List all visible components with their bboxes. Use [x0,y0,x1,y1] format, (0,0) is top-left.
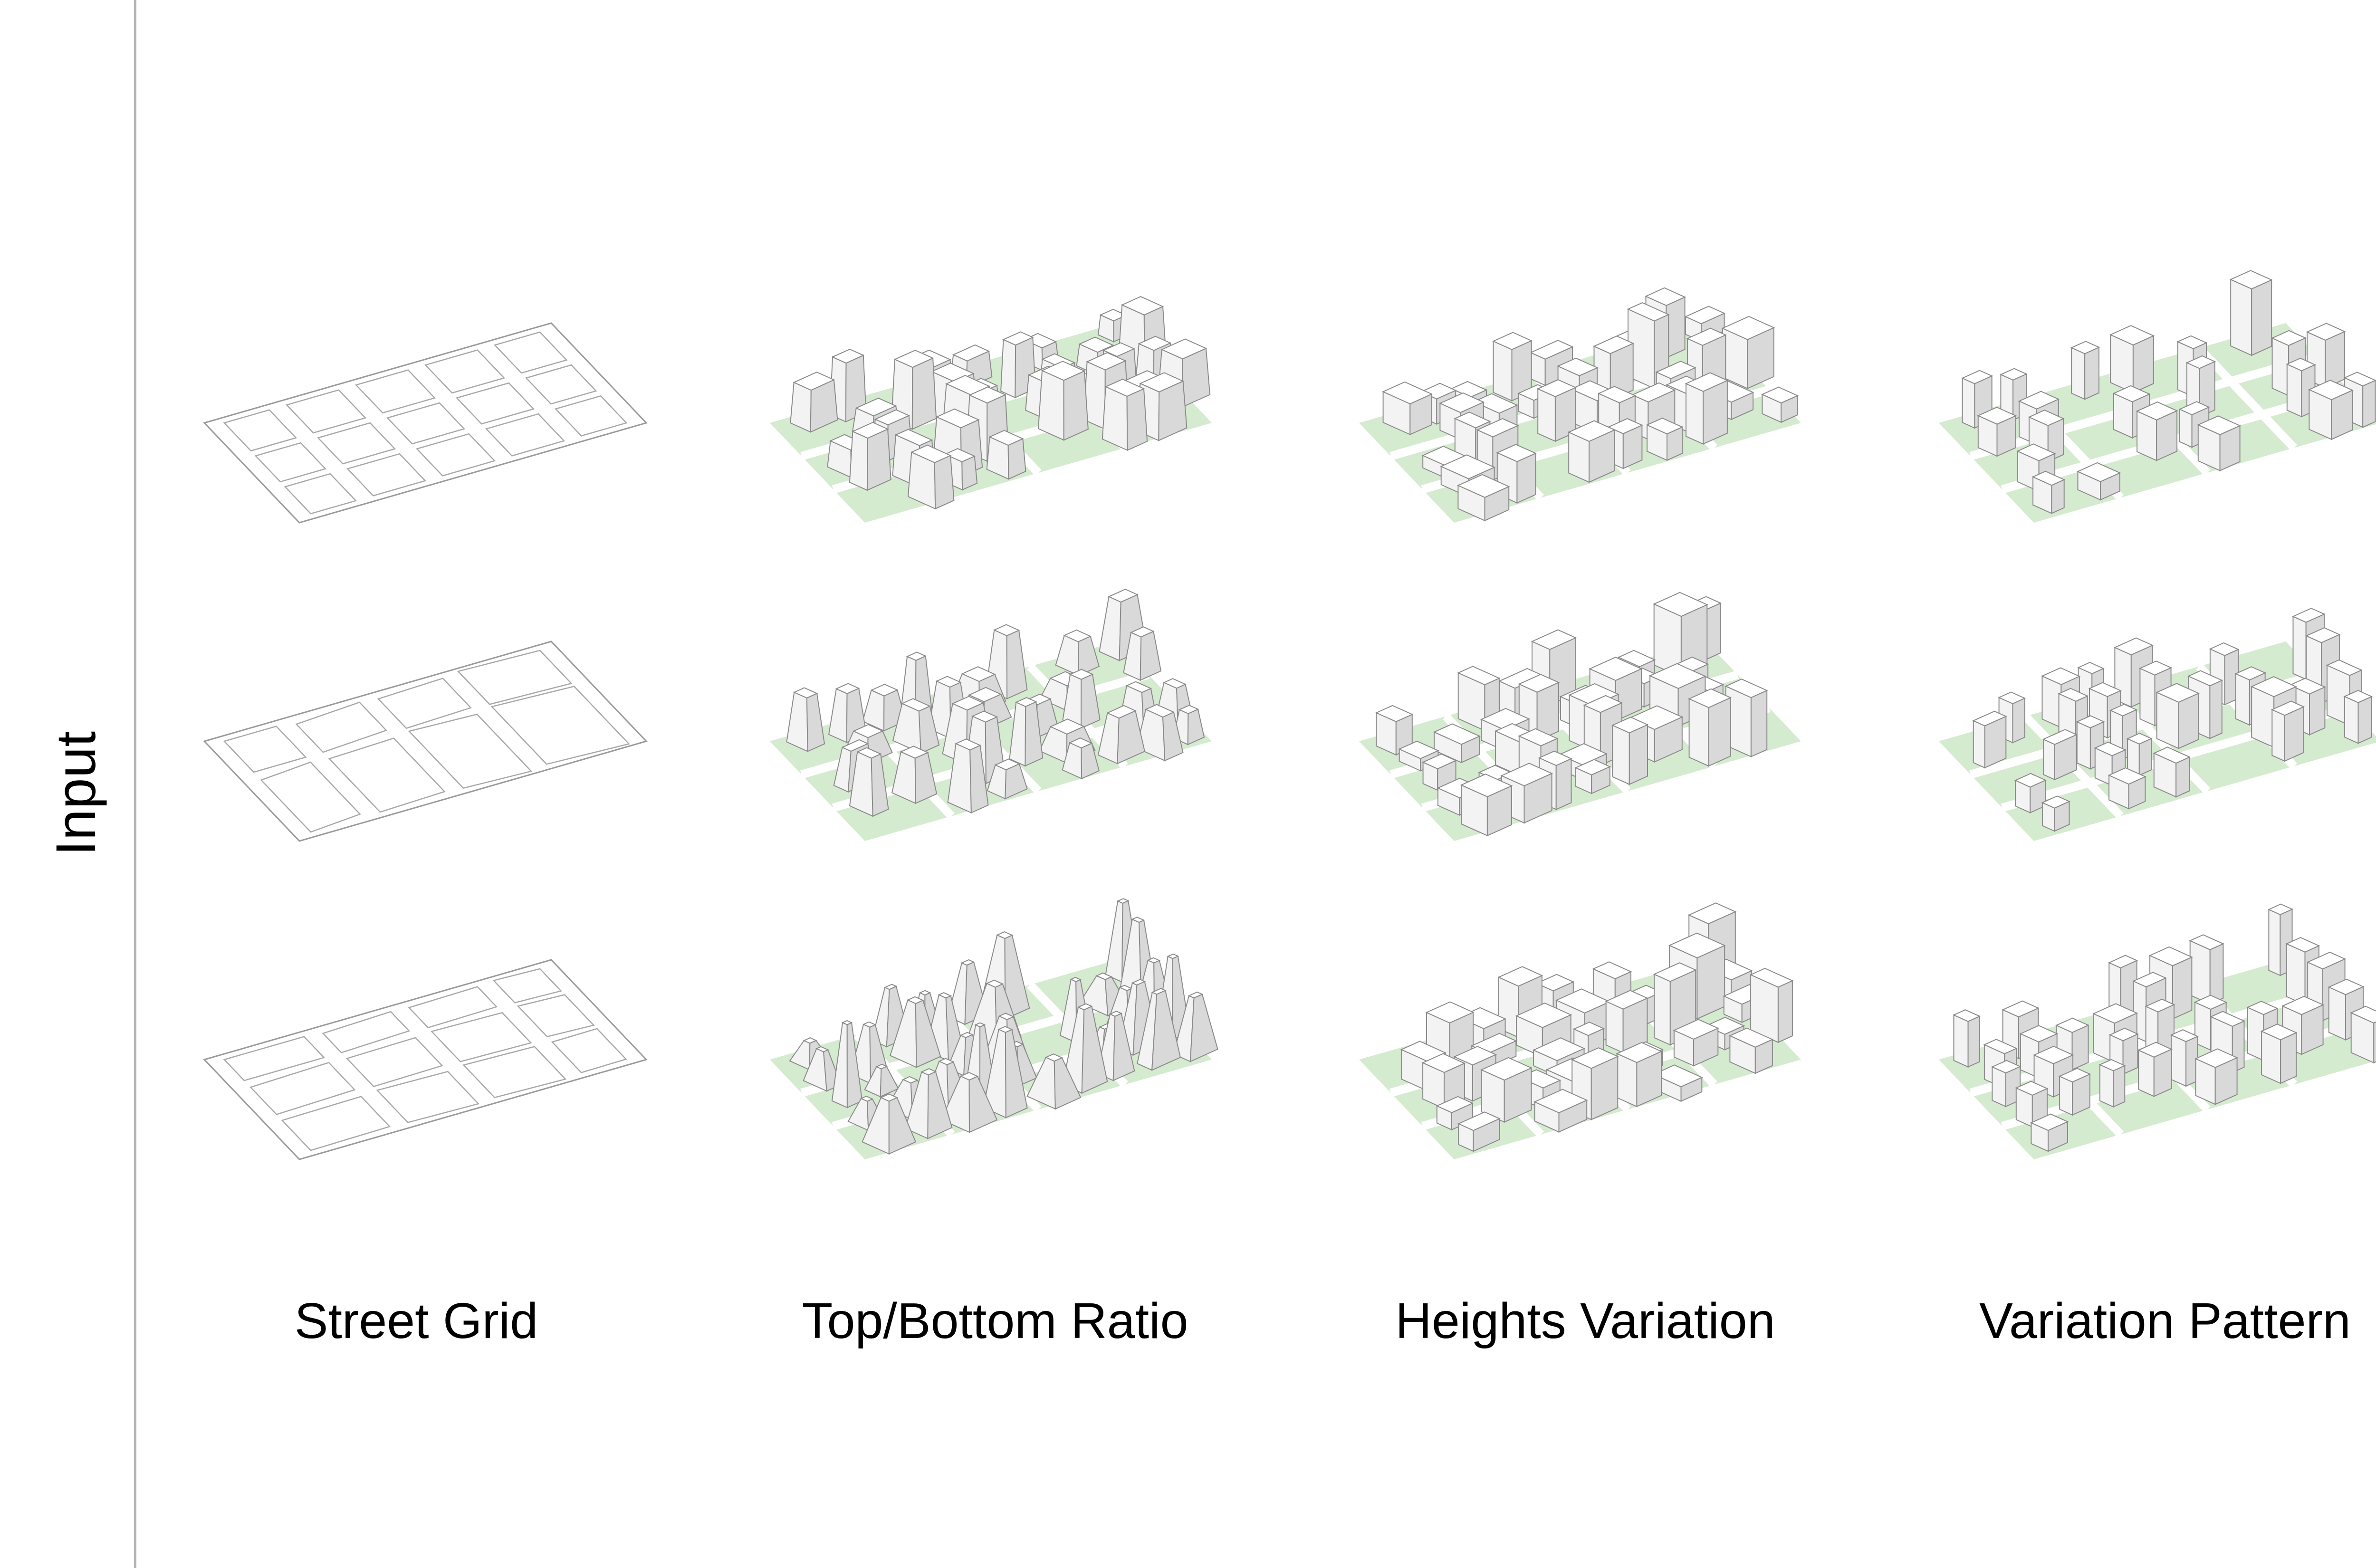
column-label-street-grid: Street Grid [294,1293,538,1349]
variation-pattern-panel-1 [1939,270,2376,523]
top-bottom-ratio-panel-2 [770,589,1212,841]
heights-variation-panel-1 [1359,287,1801,523]
street-grid-panel-1 [203,322,648,524]
vertical-divider [134,0,136,1568]
column-label-variation-pattern: Variation Pattern [1979,1293,2351,1349]
heights-variation-panel-2 [1359,592,1801,841]
street-grid-panel-2 [203,641,648,842]
top-bottom-ratio-panel-1 [770,296,1212,523]
heights-variation-panel-3 [1359,902,1801,1159]
top-bottom-ratio-panel-3 [770,898,1218,1159]
street-grid-panel-3 [203,959,648,1160]
variation-pattern-panel-3 [1939,903,2376,1159]
variation-pattern-panel-2 [1939,608,2376,841]
column-label-top-bottom-ratio: Top/Bottom Ratio [802,1293,1188,1349]
column-label-heights-variation: Heights Variation [1395,1293,1775,1349]
